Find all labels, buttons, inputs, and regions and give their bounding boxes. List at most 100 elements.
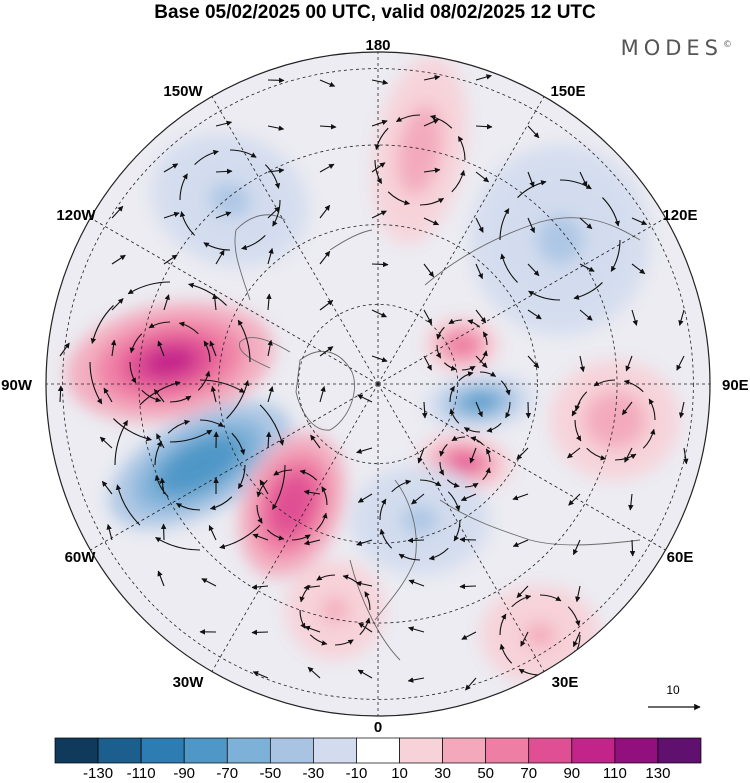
colorbar: [54, 737, 702, 764]
graticule: [46, 52, 710, 716]
wind-arrow: [631, 217, 648, 225]
wind-arrow: [371, 119, 388, 127]
colorbar-swatch: [528, 737, 573, 764]
streamline-arrow: [129, 361, 137, 384]
meridian-line: [211, 96, 379, 385]
streamline-arrow: [364, 591, 371, 611]
streamline-arrow: [271, 464, 286, 510]
wind-arrow: [629, 539, 636, 557]
wind-arrow: [371, 309, 387, 318]
wind-arrow: [303, 489, 321, 495]
streamline-arrow: [642, 428, 656, 449]
streamline-arrow: [482, 467, 491, 481]
colorbar-swatch: [269, 737, 314, 764]
wind-arrow: [266, 293, 272, 311]
wind-arrow: [111, 298, 124, 311]
streamline-arrow: [226, 380, 250, 419]
streamline-arrow: [219, 524, 261, 550]
wind-arrow: [423, 355, 432, 371]
streamline-arrow: [396, 114, 421, 123]
streamline-arrow: [573, 282, 603, 300]
wind-arrow: [520, 631, 529, 647]
wind-arrow: [423, 263, 435, 278]
wind-arrow: [459, 583, 477, 590]
streamline-arrow: [470, 436, 484, 445]
wind-arrow: [459, 536, 477, 543]
streamline-arrow: [179, 173, 188, 201]
streamline-arrow: [463, 427, 481, 433]
streamline-arrow: [438, 461, 445, 476]
wind-arrow: [303, 539, 321, 546]
longitude-label: 120W: [56, 207, 96, 224]
colorbar-tick-label: -130: [83, 765, 114, 782]
longitude-label: 150W: [163, 83, 203, 100]
streamline-arrow: [439, 443, 448, 457]
wind-arrow: [527, 355, 540, 369]
wind-arrow: [371, 261, 389, 268]
colorbar-tick-label: 130: [645, 765, 671, 782]
wind-arrow: [252, 671, 269, 679]
streamline-arrow: [499, 643, 513, 664]
streamline-arrow: [623, 379, 644, 393]
colorbar-tick-label: 90: [563, 765, 581, 782]
wind-arrow: [407, 537, 425, 544]
wind-arrow: [579, 309, 593, 321]
wind-arrow: [460, 493, 477, 501]
colorbar-swatch: [442, 737, 487, 764]
meridian-line: [377, 383, 545, 672]
streamline-arrow: [266, 529, 285, 541]
longitude-label: 60W: [65, 549, 97, 566]
wind-arrow: [621, 401, 633, 416]
wind-arrow: [678, 309, 685, 326]
wind-arrow: [57, 385, 64, 403]
wind-arrow: [678, 401, 685, 419]
map-disc: [46, 52, 710, 716]
map-title: Base 05/02/2025 00 UTC, valid 08/02/2025…: [154, 2, 596, 23]
streamline-arrow: [299, 469, 318, 481]
streamline-arrow: [203, 340, 211, 363]
colorbar-tick-label: 30: [434, 765, 451, 782]
anomaly-center: [470, 145, 650, 335]
wind-arrow: [568, 493, 581, 506]
streamline-arrow: [499, 613, 507, 636]
wind-arrow: [267, 386, 274, 403]
wind-arrow: [355, 580, 373, 587]
streamline-arrow: [539, 594, 562, 602]
wind-arrow: [110, 339, 117, 357]
streamline-arrow: [264, 164, 281, 189]
wind-arrow: [210, 385, 217, 403]
colorbar-swatch: [226, 737, 271, 764]
wind-arrow: [319, 386, 326, 403]
brand-logo: MODES©: [620, 36, 732, 60]
streamline-arrow: [464, 482, 479, 489]
streamline-arrow: [435, 344, 442, 359]
streamline-arrow: [129, 333, 143, 354]
streamline-arrow: [449, 408, 460, 424]
streamline-arrow: [241, 234, 266, 251]
wind-arrow: [475, 74, 492, 81]
anomaly-center: [238, 432, 346, 578]
streamline-arrow: [428, 547, 449, 561]
map-boundary: [45, 51, 711, 717]
latitude-circle: [218, 224, 538, 544]
wind-arrow: [163, 294, 170, 311]
streamline-arrow: [482, 331, 489, 346]
streamline-arrow: [256, 479, 268, 498]
streamline-arrow: [316, 574, 336, 581]
wind-arrow: [371, 355, 388, 363]
anomaly-center: [424, 317, 500, 373]
wind-arrow: [461, 631, 477, 640]
longitude-label: 180: [365, 37, 390, 54]
streamline-arrow: [114, 420, 129, 466]
wind-arrow: [267, 125, 285, 131]
colorbar-tick-label: -30: [302, 765, 325, 782]
colorbar-tick-label: 10: [391, 765, 408, 782]
wind-arrow: [304, 625, 321, 633]
wind-arrow: [624, 447, 633, 463]
wind-arrow: [251, 584, 269, 590]
anomaly-center: [372, 56, 468, 244]
streamline-arrow: [374, 127, 389, 151]
wind-arrow: [475, 171, 490, 183]
wind-arrow: [423, 167, 441, 174]
